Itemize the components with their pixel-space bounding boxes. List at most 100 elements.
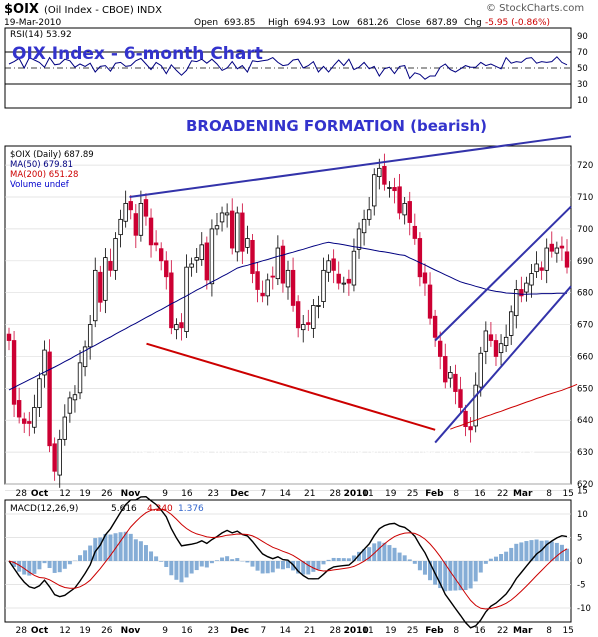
macd-histogram-bar: [235, 558, 240, 561]
x-axis-label-bottom: 16: [474, 626, 486, 636]
macd-histogram-bar: [250, 561, 255, 567]
price-candle: [336, 273, 341, 284]
x-axis-label-top: Dec: [230, 489, 249, 499]
price-candle: [377, 167, 382, 178]
macd-histogram-bar: [453, 561, 458, 591]
x-axis-label-top: 28: [330, 489, 342, 499]
macd-histogram-bar: [438, 561, 443, 589]
x-axis-label-top: Mar: [513, 489, 533, 499]
price-candle: [32, 407, 37, 428]
x-axis-label-top: 25: [407, 489, 418, 499]
price-candle: [458, 389, 463, 408]
price-candle: [529, 273, 534, 286]
pattern-banner: BROADENING FORMATION (bearish): [186, 117, 487, 135]
high-label: High: [268, 18, 289, 28]
macd-histogram-bar: [128, 533, 133, 561]
price-candle: [189, 263, 194, 268]
macd-histogram-bar: [549, 541, 554, 561]
price-candle: [47, 351, 52, 447]
x-axis-label-bottom: Nov: [121, 626, 141, 636]
price-tick-label: 650: [577, 384, 593, 394]
price-candle: [366, 209, 372, 220]
macd-histogram-bar: [341, 558, 346, 561]
close-value: 687.89: [426, 18, 458, 28]
macd-histogram-bar: [214, 560, 219, 561]
ma50-line: [8, 241, 567, 391]
macd-value-2: 4.240: [147, 504, 173, 514]
macd-histogram-bar: [357, 551, 362, 561]
macd-tick-label: 5: [577, 534, 582, 544]
macd-value-3: 1.376: [178, 504, 204, 514]
x-axis-label-top: 7: [260, 489, 266, 499]
price-candle: [57, 438, 62, 476]
price-candle: [356, 228, 362, 250]
macd-histogram-bar: [98, 537, 103, 561]
trendline: [434, 205, 572, 342]
price-candle: [331, 258, 336, 271]
price-candle: [179, 322, 184, 329]
price-candle: [138, 202, 144, 236]
macd-histogram-bar: [499, 553, 504, 561]
price-candle: [103, 257, 108, 301]
macd-histogram-bar: [22, 561, 27, 575]
price-candle: [16, 400, 22, 418]
x-axis-label-bottom: Feb: [425, 626, 444, 636]
macd-histogram-bar: [321, 561, 326, 565]
x-axis-label-bottom: 25: [407, 626, 418, 636]
macd-histogram-bar: [529, 540, 534, 561]
price-candle: [453, 373, 458, 392]
macd-histogram-bar: [367, 547, 372, 561]
price-candle: [285, 269, 291, 288]
price-candle: [169, 272, 174, 329]
price-candle: [301, 324, 306, 331]
price-candle: [235, 212, 240, 253]
price-candle: [108, 261, 113, 271]
rsi-layer: 90 70 50 30 10: [5, 32, 588, 106]
x-axis-label-top: 22: [497, 489, 508, 499]
macd-histogram-bar: [377, 541, 382, 561]
price-candle: [519, 289, 524, 297]
price-candle: [123, 202, 128, 222]
price-candle: [113, 238, 118, 271]
x-axis-label-bottom: 14: [279, 626, 291, 636]
macd-histogram-bar: [118, 532, 123, 561]
macd-histogram-bar: [245, 561, 250, 563]
price-candle: [240, 212, 245, 252]
price-tick-label: 700: [577, 225, 593, 235]
price-candle: [148, 217, 154, 246]
x-axis-label-top: 19: [79, 489, 91, 499]
price-candle: [6, 333, 12, 341]
macd-tick-label: 10: [577, 510, 588, 520]
macd-histogram-bar: [37, 561, 42, 570]
trendline: [434, 285, 572, 444]
price-candle: [52, 443, 57, 472]
macd-histogram-bar: [514, 543, 519, 561]
price-candle: [214, 225, 220, 230]
watermark: © StockCharts.com: [486, 3, 584, 14]
price-candle: [250, 239, 255, 274]
price-candle: [42, 349, 47, 376]
rsi-tick-label: 30: [577, 80, 588, 90]
x-axis-label-bottom: 19: [79, 626, 91, 636]
price-candle: [290, 269, 296, 306]
macd-histogram-bar: [209, 561, 214, 564]
macd-histogram-bar: [534, 539, 539, 561]
macd-histogram-bar: [565, 548, 569, 561]
rsi-label: RSI(14) 53.92: [10, 30, 72, 40]
price-candle: [392, 187, 397, 192]
price-candle: [437, 340, 443, 357]
price-candle: [432, 315, 438, 338]
macd-histogram-bar: [463, 561, 468, 591]
macd-histogram-bar: [372, 543, 377, 561]
price-candle: [524, 282, 529, 293]
macd-histogram-bar: [351, 555, 356, 561]
legend-oix: $OIX (Daily) 687.89: [10, 150, 94, 160]
price-candle: [62, 416, 67, 440]
price-candle: [559, 245, 565, 249]
macd-histogram-bar: [270, 561, 275, 573]
price-candle: [133, 213, 139, 236]
x-axis-label-bottom: Oct: [31, 626, 49, 636]
price-candle: [564, 251, 570, 268]
x-axis-label-top: 16: [181, 489, 193, 499]
price-candle: [387, 187, 392, 189]
